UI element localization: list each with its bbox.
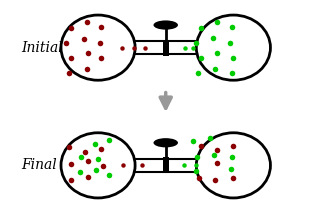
Ellipse shape [61,133,135,198]
Text: Final: Final [21,158,57,172]
Bar [162,40,169,56]
Bar [98,41,233,54]
Ellipse shape [196,15,270,80]
Bar [162,157,169,173]
Text: Initial: Initial [21,41,62,55]
Ellipse shape [61,15,135,80]
Ellipse shape [153,138,178,147]
Ellipse shape [196,133,270,198]
Bar [98,159,233,172]
Ellipse shape [153,20,178,30]
